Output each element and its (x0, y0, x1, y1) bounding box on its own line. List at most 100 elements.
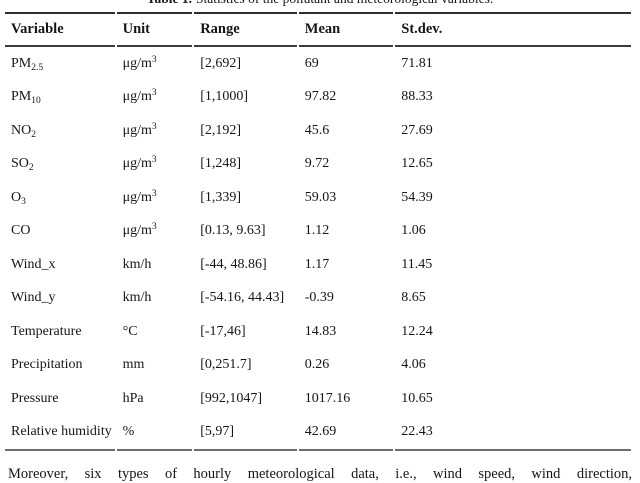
variable-subscript: 2.5 (31, 62, 44, 73)
cell-stdev: 54.39 (401, 189, 433, 205)
unit-superscript: 3 (151, 54, 157, 65)
variable-base: NO (11, 122, 32, 138)
unit-superscript: 3 (151, 88, 157, 99)
cell-variable: CO (5, 215, 115, 249)
unit-base: % (122, 424, 135, 440)
table-row: SO2 μg/m3 [1,248] 9.72 12.65 (5, 148, 631, 182)
cell-unit: μg/m3 (117, 181, 193, 215)
cell-stdev: 71.81 (401, 55, 433, 71)
unit-base: μg/m (122, 223, 152, 239)
cell-unit: km/h (117, 282, 193, 316)
cell-mean: 69 (304, 55, 319, 71)
variable-base: Pressure (11, 390, 59, 406)
unit-base: μg/m (122, 55, 152, 71)
table-row: PM10 μg/m3 [1,1000] 97.82 88.33 (5, 81, 631, 115)
cell-stdev: 10.65 (401, 390, 433, 406)
cell-stdev: 12.65 (401, 156, 433, 172)
table-row: Precipitation mm [0,251.7] 0.26 4.06 (5, 349, 631, 383)
cell-stdev: 11.45 (401, 256, 433, 272)
cell-mean: -0.39 (304, 290, 334, 306)
cell-range: [0.13, 9.63] (200, 223, 266, 239)
variable-base: Wind_x (11, 256, 56, 272)
variable-subscript: 3 (21, 196, 26, 207)
cell-variable: O3 (5, 181, 115, 215)
unit-base: km/h (122, 256, 152, 272)
col-header-mean: Mean (298, 12, 394, 47)
cell-stdev: 8.65 (401, 290, 426, 306)
unit-base: μg/m (122, 189, 152, 205)
unit-superscript: 3 (151, 188, 157, 199)
col-header-variable: Variable (5, 12, 115, 47)
cell-unit: μg/m3 (117, 114, 193, 148)
table-caption-label: Table 1. (147, 0, 192, 6)
unit-superscript: 3 (151, 222, 157, 233)
cell-unit: μg/m3 (117, 148, 193, 182)
cell-range: [0,251.7] (200, 357, 252, 373)
variable-base: PM (11, 89, 32, 105)
cell-range: [2,692] (200, 55, 242, 71)
table-row: Temperature °C [-17,46] 14.83 12.24 (5, 315, 631, 349)
cell-mean: 1.12 (304, 223, 330, 239)
cell-stdev: 88.33 (401, 89, 433, 105)
unit-base: °C (122, 323, 138, 339)
variable-subscript: 10 (31, 96, 41, 107)
table-row: Wind_y km/h [-54.16, 44.43] -0.39 8.65 (5, 282, 631, 316)
table-row: Pressure hPa [992,1047] 1017.16 10.65 (5, 382, 631, 416)
cell-mean: 42.69 (298, 416, 394, 451)
cell-stdev: 4.06 (401, 357, 426, 373)
table-row: NO2 μg/m3 [2,192] 45.6 27.69 (5, 114, 631, 148)
cell-mean: 0.26 (304, 357, 330, 373)
col-header-unit: Unit (116, 12, 193, 47)
cell-variable: Wind_x (5, 248, 115, 282)
cell-mean: 9.72 (304, 156, 330, 172)
cell-unit: μg/m3 (117, 81, 193, 115)
variable-base: PM (11, 55, 32, 71)
cell-variable: PM2.5 (5, 47, 115, 81)
cell-range: [1,248] (200, 156, 242, 172)
cell-unit: km/h (117, 248, 193, 282)
table-caption: Table 1. Statistics of the pollutant and … (0, 0, 640, 8)
variable-subscript: 2 (31, 129, 36, 140)
statistics-table: Variable Unit Range Mean St.dev. PM2.5 μ… (3, 12, 633, 451)
cell-mean: 1017.16 (304, 390, 351, 406)
table-caption-text: Statistics of the pollutant and meteorol… (196, 0, 493, 6)
variable-base: Temperature (11, 323, 82, 339)
table-row: O3 μg/m3 [1,339] 59.03 54.39 (5, 181, 631, 215)
cell-range: [-54.16, 44.43] (200, 290, 285, 306)
variable-base: SO (11, 156, 29, 172)
cell-stdev: 1.06 (401, 223, 426, 239)
cell-unit: % (116, 416, 193, 451)
body-paragraph: Moreover, six types of hourly meteorolog… (8, 466, 632, 482)
cell-mean: 59.03 (304, 189, 337, 205)
cell-unit: μg/m3 (117, 47, 193, 81)
cell-range: [-17,46] (200, 323, 246, 339)
cell-stdev: 22.43 (395, 416, 631, 451)
variable-base: Wind_y (11, 290, 56, 306)
unit-base: μg/m (122, 122, 152, 138)
cell-unit: mm (117, 349, 193, 383)
cell-mean: 1.17 (304, 256, 330, 272)
cell-variable: Temperature (5, 315, 115, 349)
cell-variable: Relative humidity (5, 416, 115, 451)
cell-variable: Pressure (5, 382, 115, 416)
cell-variable: Wind_y (5, 282, 115, 316)
cell-range: [1,339] (200, 189, 242, 205)
cell-variable: NO2 (5, 114, 115, 148)
col-header-range: Range (194, 12, 297, 47)
table-row: CO μg/m3 [0.13, 9.63] 1.12 1.06 (5, 215, 631, 249)
variable-base: Relative humidity (11, 424, 112, 440)
cell-range: [-44, 48.86] (200, 256, 267, 272)
col-header-stdev: St.dev. (395, 12, 631, 47)
cell-unit: μg/m3 (117, 215, 193, 249)
cell-mean: 14.83 (304, 323, 337, 339)
unit-base: μg/m (122, 89, 152, 105)
cell-variable: SO2 (5, 148, 115, 182)
unit-superscript: 3 (151, 155, 157, 166)
table-row: Wind_x km/h [-44, 48.86] 1.17 11.45 (5, 248, 631, 282)
unit-base: mm (122, 357, 145, 373)
table-header-row: Variable Unit Range Mean St.dev. (5, 12, 631, 47)
cell-stdev: 12.24 (401, 323, 433, 339)
unit-base: hPa (122, 390, 144, 406)
variable-subscript: 2 (28, 163, 34, 174)
cell-unit: °C (117, 315, 193, 349)
